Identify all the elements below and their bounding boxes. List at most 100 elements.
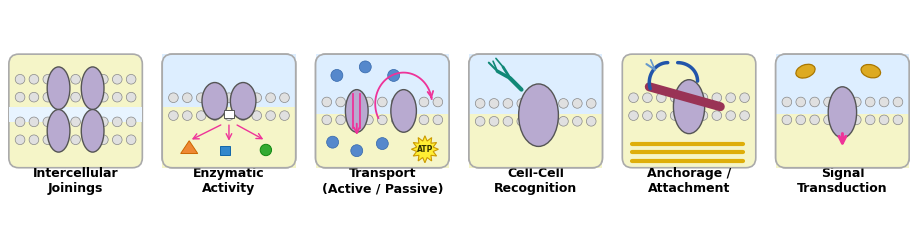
Circle shape [336, 97, 345, 107]
Ellipse shape [202, 82, 228, 119]
Circle shape [670, 93, 680, 103]
Circle shape [531, 99, 541, 108]
Circle shape [852, 97, 861, 107]
Circle shape [210, 111, 220, 120]
Circle shape [112, 74, 122, 84]
Circle shape [127, 74, 136, 84]
Circle shape [476, 99, 485, 108]
Circle shape [517, 99, 527, 108]
Circle shape [127, 92, 136, 102]
Circle shape [196, 93, 206, 103]
Circle shape [643, 93, 652, 103]
Ellipse shape [391, 90, 417, 132]
Ellipse shape [82, 67, 104, 109]
Circle shape [420, 115, 429, 125]
Circle shape [405, 97, 415, 107]
Circle shape [377, 115, 387, 125]
Circle shape [377, 97, 387, 107]
Circle shape [712, 111, 722, 120]
Circle shape [796, 115, 806, 125]
Ellipse shape [796, 64, 815, 78]
Circle shape [476, 116, 485, 126]
Ellipse shape [47, 67, 70, 109]
Circle shape [183, 93, 192, 103]
Bar [162, 107, 296, 168]
Circle shape [16, 74, 25, 84]
Circle shape [684, 111, 694, 120]
Bar [469, 54, 602, 114]
Circle shape [698, 111, 708, 120]
Circle shape [629, 93, 638, 103]
Circle shape [84, 135, 95, 145]
Bar [316, 114, 449, 168]
Circle shape [587, 116, 596, 126]
Circle shape [71, 117, 81, 127]
Circle shape [359, 61, 371, 73]
Circle shape [327, 136, 339, 148]
Ellipse shape [82, 109, 104, 152]
Circle shape [573, 116, 582, 126]
Circle shape [726, 93, 735, 103]
Circle shape [364, 97, 374, 107]
Circle shape [740, 93, 749, 103]
Circle shape [196, 111, 206, 120]
Text: Transport
(Active / Passive): Transport (Active / Passive) [321, 167, 443, 195]
Circle shape [782, 97, 791, 107]
Circle shape [112, 135, 122, 145]
Circle shape [266, 93, 275, 103]
Circle shape [587, 99, 596, 108]
Circle shape [169, 93, 178, 103]
Circle shape [531, 116, 541, 126]
Circle shape [350, 115, 359, 125]
Circle shape [29, 92, 39, 102]
Circle shape [852, 115, 861, 125]
Circle shape [879, 97, 889, 107]
Circle shape [280, 93, 289, 103]
Circle shape [489, 116, 498, 126]
Text: Signal
Transduction: Signal Transduction [797, 167, 888, 195]
Circle shape [391, 115, 401, 125]
Circle shape [43, 92, 52, 102]
Circle shape [112, 92, 122, 102]
Circle shape [503, 99, 513, 108]
Bar [9, 107, 142, 122]
Circle shape [433, 97, 442, 107]
Circle shape [252, 93, 262, 103]
Circle shape [43, 74, 52, 84]
Circle shape [169, 111, 178, 120]
Circle shape [43, 135, 52, 145]
Circle shape [224, 93, 234, 103]
Circle shape [893, 115, 902, 125]
Circle shape [656, 93, 666, 103]
Circle shape [330, 69, 342, 81]
Circle shape [866, 97, 875, 107]
Circle shape [503, 116, 513, 126]
Circle shape [71, 135, 81, 145]
Ellipse shape [230, 82, 256, 119]
FancyBboxPatch shape [316, 54, 449, 168]
Circle shape [238, 93, 248, 103]
Circle shape [127, 135, 136, 145]
Circle shape [57, 117, 66, 127]
Circle shape [98, 117, 108, 127]
Bar [776, 114, 909, 168]
Circle shape [823, 97, 834, 107]
Circle shape [489, 99, 498, 108]
Circle shape [84, 117, 95, 127]
Circle shape [559, 116, 568, 126]
Circle shape [127, 117, 136, 127]
Ellipse shape [674, 80, 705, 134]
Circle shape [740, 111, 749, 120]
Circle shape [629, 111, 638, 120]
Circle shape [670, 111, 680, 120]
Circle shape [823, 115, 834, 125]
Circle shape [391, 97, 401, 107]
Ellipse shape [828, 87, 856, 138]
Circle shape [837, 115, 847, 125]
Circle shape [643, 111, 652, 120]
Circle shape [16, 92, 25, 102]
FancyBboxPatch shape [9, 54, 142, 168]
Circle shape [879, 115, 889, 125]
Circle shape [71, 92, 81, 102]
Circle shape [224, 111, 234, 120]
